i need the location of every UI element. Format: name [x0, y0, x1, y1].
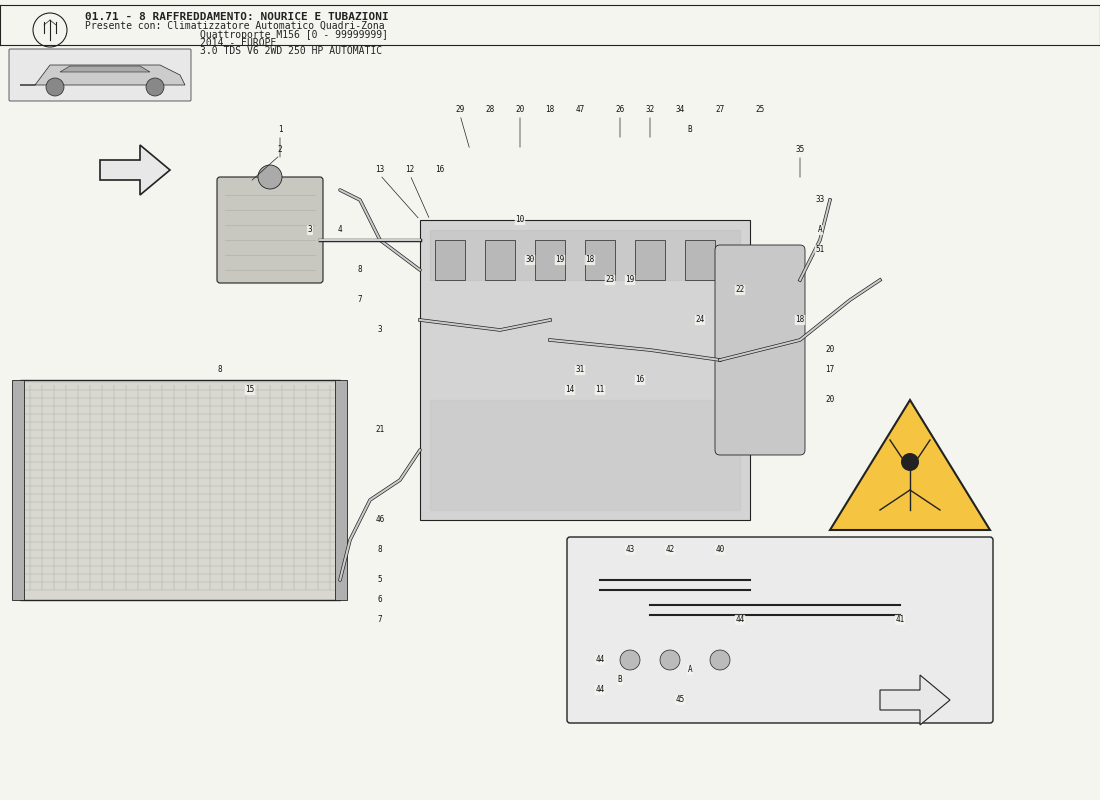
Text: 22: 22 — [736, 286, 745, 294]
Polygon shape — [880, 675, 950, 725]
Text: 24: 24 — [695, 315, 705, 325]
Text: 6: 6 — [377, 595, 383, 605]
Text: 30: 30 — [526, 255, 535, 265]
Text: 15: 15 — [245, 386, 254, 394]
Text: 17: 17 — [825, 366, 835, 374]
FancyBboxPatch shape — [9, 49, 191, 101]
FancyBboxPatch shape — [715, 245, 805, 455]
Text: 23: 23 — [605, 275, 615, 285]
Text: 3: 3 — [377, 326, 383, 334]
Text: 10: 10 — [516, 215, 525, 225]
Text: 1: 1 — [277, 126, 283, 134]
Text: 27: 27 — [715, 106, 725, 114]
Circle shape — [46, 78, 64, 96]
Bar — [12, 380, 24, 600]
FancyBboxPatch shape — [566, 537, 993, 723]
Text: 19: 19 — [626, 275, 635, 285]
Text: 3: 3 — [308, 226, 312, 234]
Circle shape — [258, 165, 282, 189]
Circle shape — [901, 453, 918, 471]
Bar — [685, 240, 715, 280]
Text: 45: 45 — [675, 695, 684, 705]
Bar — [635, 240, 666, 280]
Bar — [336, 380, 346, 600]
Text: B: B — [618, 675, 623, 685]
Circle shape — [710, 650, 730, 670]
FancyBboxPatch shape — [217, 177, 323, 283]
Text: 34: 34 — [675, 106, 684, 114]
Text: 8: 8 — [218, 366, 222, 374]
Text: 16: 16 — [436, 166, 444, 174]
Text: 8: 8 — [358, 266, 362, 274]
Text: 44: 44 — [595, 655, 605, 665]
Text: 26: 26 — [615, 106, 625, 114]
Text: 25: 25 — [756, 106, 764, 114]
Bar — [485, 240, 515, 280]
Bar — [20, 380, 340, 600]
Text: 44: 44 — [736, 615, 745, 625]
Circle shape — [620, 650, 640, 670]
Text: Presente con: Climatizzatore Automatico Quadri-Zona: Presente con: Climatizzatore Automatico … — [85, 21, 385, 31]
Text: 3.0 TDS V6 2WD 250 HP AUTOMATIC: 3.0 TDS V6 2WD 250 HP AUTOMATIC — [200, 46, 382, 56]
Text: 2: 2 — [277, 146, 283, 154]
Text: 32: 32 — [646, 106, 654, 114]
Text: 01.71 - 8 RAFFREDDAMENTO: NOURICE E TUBAZIONI: 01.71 - 8 RAFFREDDAMENTO: NOURICE E TUBA… — [85, 12, 388, 22]
Text: 8: 8 — [377, 546, 383, 554]
Polygon shape — [60, 66, 150, 72]
Text: 43: 43 — [626, 546, 635, 554]
Text: A: A — [688, 666, 692, 674]
Text: 18: 18 — [795, 315, 804, 325]
Text: 19: 19 — [556, 255, 564, 265]
Text: 28: 28 — [485, 106, 495, 114]
Text: 2014 - EUROPE: 2014 - EUROPE — [200, 38, 276, 48]
Text: 33: 33 — [815, 195, 825, 205]
Text: 51: 51 — [815, 246, 825, 254]
Text: 20: 20 — [825, 346, 835, 354]
Bar — [535, 240, 565, 280]
Bar — [585, 240, 615, 280]
Text: 18: 18 — [546, 106, 554, 114]
Text: 4: 4 — [338, 226, 342, 234]
Text: 12: 12 — [406, 166, 415, 174]
Text: 16: 16 — [636, 375, 645, 385]
Text: 7: 7 — [377, 615, 383, 625]
Text: 18: 18 — [585, 255, 595, 265]
Text: Quattroporte M156 [0 - 99999999]: Quattroporte M156 [0 - 99999999] — [200, 30, 388, 40]
Text: 13: 13 — [375, 166, 385, 174]
Text: 5: 5 — [377, 575, 383, 585]
Text: 41: 41 — [895, 615, 904, 625]
Text: 20: 20 — [825, 395, 835, 405]
Text: 21: 21 — [375, 426, 385, 434]
Bar — [434, 240, 465, 280]
Text: 29: 29 — [455, 106, 464, 114]
Text: 47: 47 — [575, 106, 584, 114]
Text: 44: 44 — [595, 686, 605, 694]
Text: 7: 7 — [358, 295, 362, 305]
Polygon shape — [830, 400, 990, 530]
Text: 46: 46 — [375, 515, 385, 525]
Polygon shape — [100, 145, 170, 195]
Circle shape — [660, 650, 680, 670]
Text: 42: 42 — [666, 546, 674, 554]
Polygon shape — [420, 220, 750, 520]
Text: A: A — [817, 226, 823, 234]
Text: B: B — [688, 126, 692, 134]
Text: 31: 31 — [575, 366, 584, 374]
Text: 20: 20 — [516, 106, 525, 114]
Text: 35: 35 — [795, 146, 804, 154]
Text: 40: 40 — [715, 546, 725, 554]
Circle shape — [146, 78, 164, 96]
Polygon shape — [20, 65, 185, 85]
Text: 11: 11 — [595, 386, 605, 394]
Text: 14: 14 — [565, 386, 574, 394]
